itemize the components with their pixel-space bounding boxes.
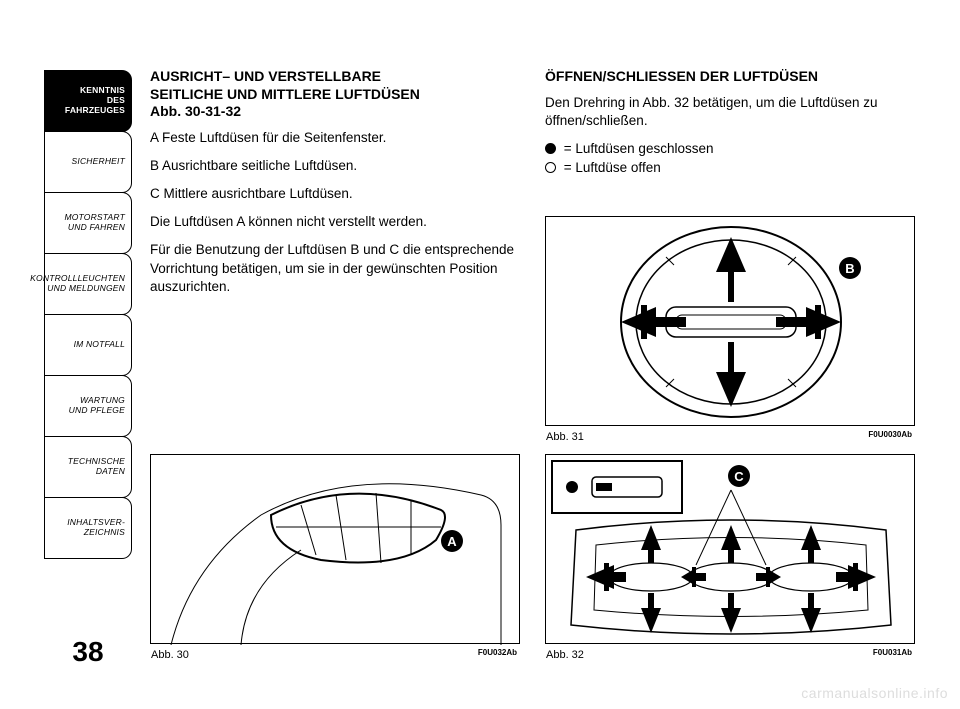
tab-label: UND FAHREN	[64, 223, 125, 233]
para-c: C Mittlere ausrichtbare Luftdüsen.	[150, 185, 520, 203]
left-column: AUSRICHT– UND VERSTELLBARE SEITLICHE UND…	[150, 68, 520, 306]
tab-label: UND PFLEGE	[69, 406, 125, 416]
figure-31-code: F0U0030Ab	[868, 430, 912, 439]
para-e: Für die Benutzung der Luftdüsen B und C …	[150, 241, 520, 296]
para-a: A Feste Luftdüsen für die Seitenfenster.	[150, 129, 520, 147]
figure-31-marker-b: B	[839, 257, 861, 279]
open-circle-icon	[545, 162, 556, 173]
figure-32-code: F0U031Ab	[873, 648, 912, 657]
tab-label: ZEICHNIS	[67, 528, 125, 538]
heading-line: Abb. 30-31-32	[150, 103, 241, 119]
sidebar-tabs: KENNTNIS DES FAHRZEUGES SICHERHEIT MOTOR…	[44, 70, 132, 558]
tab-technische[interactable]: TECHNISCHE DATEN	[44, 436, 132, 498]
heading-line: SEITLICHE UND MITTLERE LUFTDÜSEN	[150, 86, 420, 102]
figure-30: A Abb. 30 F0U032Ab	[150, 454, 520, 644]
watermark: carmanualsonline.info	[801, 685, 948, 701]
filled-circle-icon	[545, 143, 556, 154]
tab-notfall[interactable]: IM NOTFALL	[44, 314, 132, 376]
symbol-open-line: = Luftdüse offen	[545, 159, 915, 178]
para-b: B Ausrichtbare seitliche Luftdüsen.	[150, 157, 520, 175]
figure-32-marker-c: C	[728, 465, 750, 487]
page-number: 38	[44, 636, 132, 668]
figure-31: B Abb. 31 F0U0030Ab	[545, 216, 915, 426]
heading-line: AUSRICHT– UND VERSTELLBARE	[150, 68, 381, 84]
para-open-close: Den Drehring in Abb. 32 betätigen, um di…	[545, 94, 915, 130]
figure-31-drawing	[546, 217, 916, 427]
para-d: Die Luftdüsen A können nicht verstellt w…	[150, 213, 520, 231]
symbol-closed-text: = Luftdüsen geschlossen	[560, 141, 713, 156]
figure-30-caption: Abb. 30	[151, 649, 189, 661]
tab-motorstart[interactable]: MOTORSTART UND FAHREN	[44, 192, 132, 254]
tab-label: DES FAHRZEUGES	[45, 96, 125, 116]
figure-30-marker-a: A	[441, 530, 463, 552]
symbol-open-text: = Luftdüse offen	[560, 160, 661, 175]
figure-30-drawing	[151, 455, 521, 645]
tab-sicherheit[interactable]: SICHERHEIT	[44, 131, 132, 193]
tab-label: UND MELDUNGEN	[30, 284, 125, 294]
figure-31-caption: Abb. 31	[546, 431, 584, 443]
tab-kenntnis[interactable]: KENNTNIS DES FAHRZEUGES	[44, 70, 132, 132]
heading-right: ÖFFNEN/SCHLIESSEN DER LUFTDÜSEN	[545, 68, 915, 86]
symbol-closed-line: = Luftdüsen geschlossen	[545, 140, 915, 159]
tab-label: SICHERHEIT	[72, 157, 125, 167]
tab-label: IM NOTFALL	[74, 340, 125, 350]
tab-inhaltsverzeichnis[interactable]: INHALTSVER- ZEICHNIS	[44, 497, 132, 559]
figure-32: C Abb. 32 F0U031Ab	[545, 454, 915, 644]
manual-page: KENNTNIS DES FAHRZEUGES SICHERHEIT MOTOR…	[0, 0, 960, 709]
tab-wartung[interactable]: WARTUNG UND PFLEGE	[44, 375, 132, 437]
figure-30-code: F0U032Ab	[478, 648, 517, 657]
right-column: ÖFFNEN/SCHLIESSEN DER LUFTDÜSEN Den Dreh…	[545, 68, 915, 178]
tab-kontrollleuchten[interactable]: KONTROLLLEUCHTEN UND MELDUNGEN	[44, 253, 132, 315]
figure-32-caption: Abb. 32	[546, 649, 584, 661]
tab-label: DATEN	[68, 467, 125, 477]
heading-left: AUSRICHT– UND VERSTELLBARE SEITLICHE UND…	[150, 68, 520, 121]
